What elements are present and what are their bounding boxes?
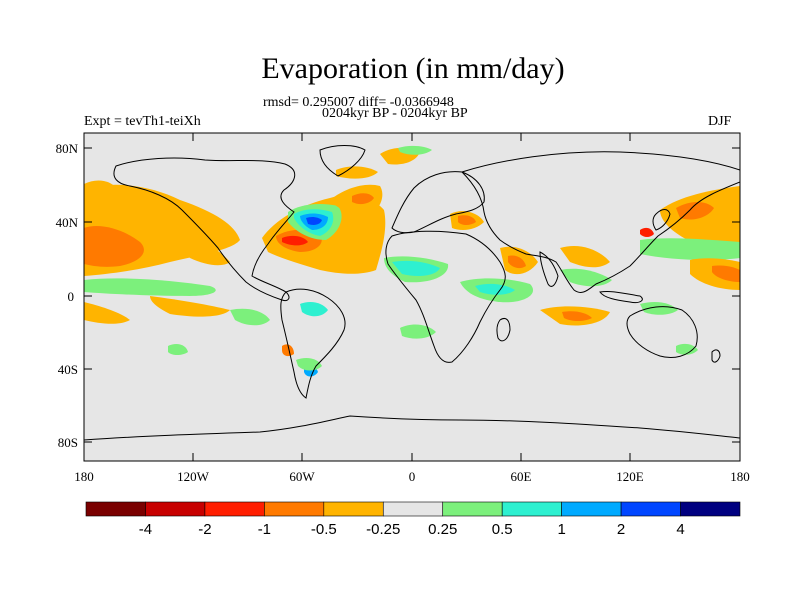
- contour-satlantic-green: [400, 324, 436, 339]
- contour-arctic-orange2: [336, 166, 378, 179]
- contour-tropatlantic-cyan: [392, 260, 440, 276]
- colorbar-box: [85, 501, 146, 517]
- contour-aus-green: [640, 302, 678, 315]
- contour-tropics-green: [230, 308, 270, 326]
- contour-med-core: [458, 215, 476, 225]
- contour-nepacific-orange: [150, 296, 230, 317]
- colorbar-label: -2: [198, 521, 211, 538]
- colorbar-box: [501, 501, 562, 517]
- lat-tick-label: 0: [68, 289, 75, 304]
- coast-africa: [385, 230, 506, 363]
- contour-indian-cyan: [475, 283, 515, 295]
- colorbar-label: 4: [676, 521, 684, 538]
- contour-sindian-red: [562, 311, 592, 321]
- colorbar-box: [264, 501, 325, 517]
- contour-satlantic-cyan: [300, 302, 328, 317]
- lon-tick-label: 180: [730, 469, 750, 484]
- colorbar-labels: -4 -2 -1 -0.5 -0.25 0.25 0.5 1 2 4: [139, 521, 685, 538]
- colorbar-box: [442, 501, 503, 517]
- colorbar-label: -1: [258, 521, 271, 538]
- colorbar-label: -0.5: [311, 521, 337, 538]
- lat-tick-label: 40S: [58, 362, 78, 377]
- colorbar-box: [145, 501, 206, 517]
- colorbar-label: -4: [139, 521, 152, 538]
- contour-natlantic-blue: [306, 216, 322, 225]
- contour-nordic-red: [352, 193, 374, 205]
- lat-axis: [84, 147, 740, 443]
- coast-antarctica: [84, 415, 740, 441]
- season-label: DJF: [708, 114, 732, 129]
- coast-japan: [652, 209, 671, 231]
- contour-npacific-band: [179, 232, 230, 266]
- lon-tick-label: 0: [409, 469, 416, 484]
- colorbar: [85, 501, 741, 517]
- colorbar-box: [382, 501, 444, 517]
- colorbar-label: 0.5: [492, 521, 513, 538]
- lat-tick-label: 40N: [56, 215, 79, 230]
- colorbar-box: [323, 501, 384, 517]
- contour-bering-orange: [84, 180, 116, 194]
- coast-greenland: [319, 145, 366, 177]
- lat-tick-label: 80S: [58, 435, 78, 450]
- contour-arctic-green: [398, 145, 432, 155]
- colorbar-box: [561, 501, 622, 517]
- coast-india: [539, 251, 559, 287]
- contour-wpacific-green: [640, 238, 740, 261]
- lon-tick-label: 120E: [616, 469, 644, 484]
- colorbar-box: [680, 501, 741, 517]
- period-line: 0204kyr BP - 0204kyr BP: [322, 106, 468, 121]
- coast-new-zealand: [711, 349, 721, 363]
- contour-sepacific-orange: [84, 302, 130, 324]
- contour-arabian-red: [508, 255, 526, 269]
- lon-tick-label: 120W: [177, 469, 210, 484]
- lon-axis: [192, 133, 631, 461]
- lon-tick-label: 60W: [289, 469, 315, 484]
- coast-australia: [626, 306, 698, 359]
- lon-tick-label: 180: [74, 469, 94, 484]
- contour-natlantic-red: [282, 235, 308, 246]
- map-background: [84, 133, 740, 461]
- contour-spac-patch: [168, 344, 188, 355]
- contour-indian-green-east: [560, 268, 612, 287]
- colorbar-label: 0.25: [428, 521, 457, 538]
- coast-indonesia: [599, 291, 643, 303]
- stats-line: rmsd= 0.295007 diff= -0.0366948: [263, 95, 454, 110]
- contour-kuroshio-core: [676, 202, 714, 220]
- contour-indian-orange-east: [560, 245, 610, 268]
- coast-north-america: [113, 157, 296, 301]
- colorbar-box: [620, 501, 681, 517]
- coastlines: [84, 145, 740, 441]
- contour-aus-south: [676, 343, 698, 355]
- page-title: Evaporation (in mm/day): [261, 52, 565, 85]
- contour-pacific-green: [84, 278, 216, 296]
- anomaly-contours: [84, 145, 740, 377]
- coast-south-america: [280, 288, 346, 399]
- colorbar-label: 2: [617, 521, 625, 538]
- lat-tick-label: 80N: [56, 141, 79, 156]
- contour-npacific-west-core: [84, 225, 144, 267]
- contour-sam-orange: [282, 344, 294, 357]
- contour-wpacific-red: [712, 265, 740, 282]
- coast-asia: [461, 151, 740, 293]
- contour-ecs-red: [640, 227, 654, 237]
- colorbar-label: 1: [557, 521, 565, 538]
- colorbar-label: -0.25: [366, 521, 400, 538]
- colorbar-box: [204, 501, 265, 517]
- coast-madagascar: [496, 317, 511, 342]
- lon-tick-label: 60E: [511, 469, 532, 484]
- experiment-label: Expt = tevTh1-teiXh: [84, 114, 201, 129]
